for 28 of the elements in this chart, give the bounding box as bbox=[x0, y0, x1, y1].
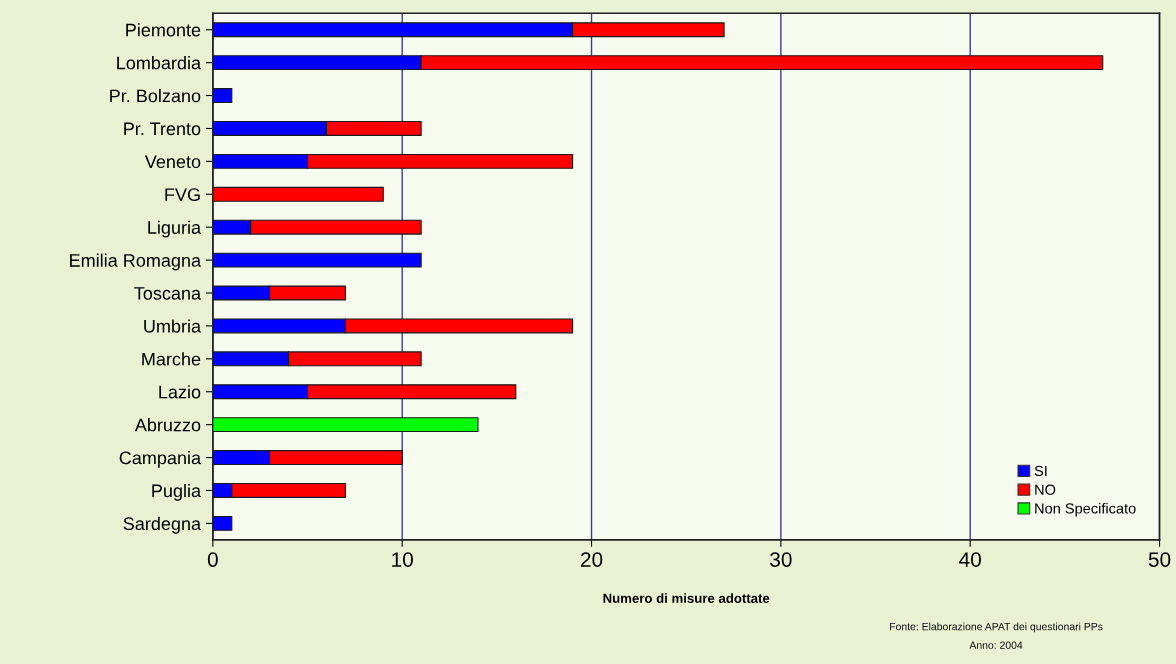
legend-label: Non Specificato bbox=[1035, 502, 1136, 517]
x-tick-label: 10 bbox=[392, 552, 413, 567]
y-tick-label: Umbria bbox=[144, 319, 202, 333]
y-tick-label: Lombardia bbox=[117, 56, 202, 70]
x-tick-label: 20 bbox=[580, 552, 603, 567]
text: Anno: 2004 bbox=[969, 641, 1023, 649]
x-axis-title: Numero di misure adottate bbox=[603, 593, 770, 603]
y-tick-label: Marche bbox=[142, 352, 201, 366]
y-tick-label: Liguria bbox=[148, 220, 202, 238]
x-tick-label: 0 bbox=[207, 552, 218, 567]
x-tick-label: 40 bbox=[959, 552, 981, 567]
y-tick-label: Puglia bbox=[152, 483, 202, 501]
x-tick-label: 30 bbox=[770, 552, 792, 567]
x-tick-label: 50 bbox=[1148, 552, 1171, 567]
y-tick-label: FVG bbox=[165, 188, 200, 201]
y-tick-label: Piemonte bbox=[126, 23, 201, 37]
y-tick-label: Emilia Romagna bbox=[70, 253, 202, 271]
y-tick-label: Veneto bbox=[144, 155, 201, 169]
legend-label: SI bbox=[1034, 465, 1047, 477]
y-tick-label: Sardegna bbox=[123, 516, 202, 534]
y-tick-label: Campania bbox=[119, 451, 202, 468]
legend-label: NO bbox=[1035, 484, 1056, 495]
y-tick-label: Pr. Trento bbox=[124, 122, 201, 136]
y-tick-label: Lazio bbox=[159, 385, 201, 399]
y-tick-label: Toscana bbox=[134, 287, 202, 300]
y-tick-label: Abruzzo bbox=[134, 418, 201, 432]
y-tick-label: Pr. Bolzano bbox=[110, 89, 201, 103]
source-note: Fonte: Elaborazione APAT dei questionari PPs bbox=[890, 622, 1103, 633]
